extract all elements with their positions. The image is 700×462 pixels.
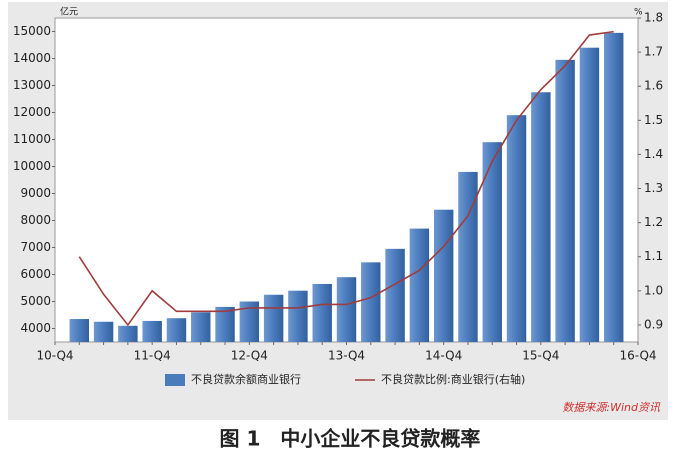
bar (433, 209, 454, 342)
legend-label: 不良贷款余额商业银行 (191, 372, 301, 386)
x-tick-label: 11-Q4 (134, 349, 171, 363)
bar (603, 32, 624, 342)
bar (288, 290, 308, 342)
y-tick-label: 5000 (20, 294, 51, 308)
x-tick-label: 14-Q4 (425, 349, 462, 363)
y-tick-label: 14000 (13, 51, 51, 65)
line (78, 30, 614, 327)
y-tick-label: 12000 (13, 105, 51, 119)
bar (336, 277, 357, 342)
y-tick-label: 11000 (13, 132, 51, 146)
y2-tick-label: 1.7 (644, 45, 663, 59)
y2-tick-label: 0.9 (644, 317, 663, 331)
bar (166, 318, 187, 342)
y2-unit: % (634, 8, 643, 18)
y2-tick-label: 1.4 (644, 147, 663, 161)
bar (458, 171, 478, 342)
bar (191, 312, 211, 342)
y-unit: 亿元 (60, 6, 78, 18)
x-tick-label: 10-Q4 (36, 349, 73, 363)
x-tick-label: 12-Q4 (231, 349, 268, 363)
y-tick-label: 10000 (13, 159, 51, 173)
legend-swatch (165, 374, 185, 386)
bar (531, 92, 551, 342)
bar (263, 294, 284, 342)
bar (385, 248, 405, 342)
x-tick-label: 13-Q4 (328, 349, 365, 363)
y2-tick-label: 1.0 (644, 283, 663, 297)
y2-tick-label: 1.8 (644, 11, 663, 25)
y-tick-label: 6000 (20, 267, 51, 281)
caption: 图 1 中小企业不良贷款概率 (220, 427, 481, 451)
y2-tick-label: 1.6 (644, 79, 663, 93)
bar (579, 47, 600, 342)
y-tick-label: 9000 (20, 186, 51, 200)
bar (506, 115, 527, 342)
x-tick-label: 15-Q4 (522, 349, 559, 363)
bar (93, 321, 114, 342)
bar (361, 262, 381, 342)
bar (409, 228, 430, 342)
y-tick-label: 4000 (20, 321, 51, 335)
y2-tick-label: 1.5 (644, 113, 663, 127)
y-tick-label: 7000 (20, 240, 51, 254)
source: 数据来源:Wind资讯 (562, 401, 661, 414)
bar (482, 142, 502, 342)
y2-tick-label: 1.1 (644, 249, 663, 263)
bar (239, 301, 260, 342)
bar (312, 283, 332, 342)
y-tick-label: 8000 (20, 213, 51, 227)
bar (142, 320, 162, 342)
bar (69, 319, 90, 342)
x-tick-label: 16-Q4 (619, 349, 656, 363)
y2-tick-label: 1.2 (644, 215, 663, 229)
y2-tick-label: 1.3 (644, 181, 663, 195)
bar (215, 306, 235, 342)
bar (555, 59, 575, 342)
y-tick-label: 15000 (13, 24, 51, 38)
bar (118, 325, 138, 342)
legend-label: 不良贷款比例:商业银行(右轴) (381, 372, 525, 386)
y-tick-label: 13000 (13, 78, 51, 92)
